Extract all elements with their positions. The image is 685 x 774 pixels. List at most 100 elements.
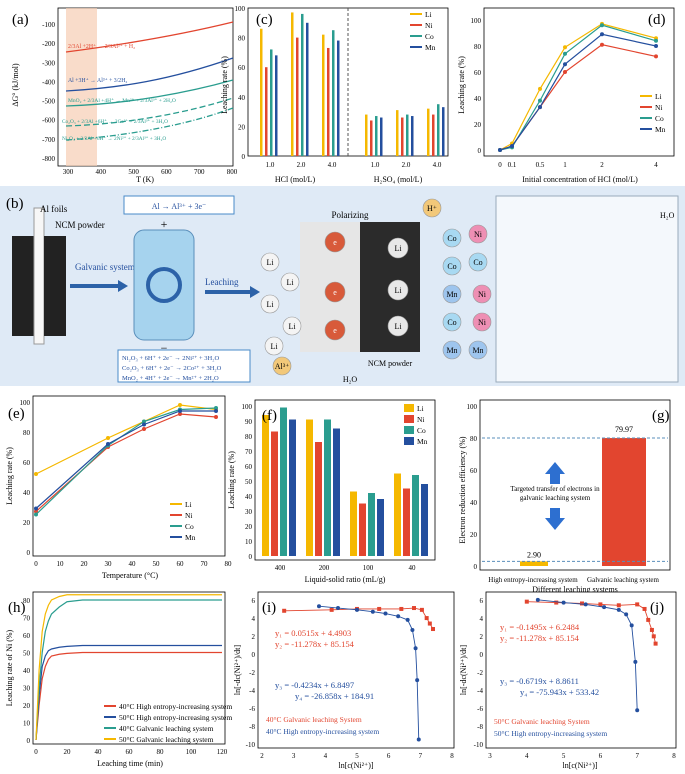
bar-c: [442, 107, 445, 156]
point-d: [538, 105, 542, 110]
panel-e-ylabel: Leaching rate (%): [5, 447, 14, 505]
panel-a-xlabel: T (K): [136, 175, 154, 184]
panel-c-ytick: 0: [242, 153, 246, 161]
panel-i-ytick: 4: [252, 615, 256, 623]
point-e: [106, 442, 110, 446]
ni-ion: [472, 284, 492, 304]
panel-a-ytick: -400: [42, 78, 55, 86]
legend-label: Mn: [185, 533, 196, 542]
panel-e-ytick: 40: [23, 489, 31, 497]
panel-f-xtick: 40: [409, 564, 417, 572]
point-e: [214, 406, 218, 410]
panel-i-eq1: y₁ = 0.0515x + 4.4903: [275, 628, 351, 638]
panel-a-eq4: Co₂O₃ + 2/3Al +6H⁺ → 2Co²⁺ + 2/3Al³⁺ + 3…: [62, 119, 168, 125]
h2o-inset: H₂O: [660, 211, 675, 220]
panel-e-lines: [34, 403, 218, 517]
legend-label: Ni: [185, 511, 193, 520]
bar-f: [412, 475, 419, 556]
al3-ion-label: Al³⁺: [275, 362, 290, 371]
panel-g-cat2: Galvanic leaching system: [587, 576, 659, 584]
panel-j-eq1: y₁ = -0.1495x + 6.2484: [500, 622, 580, 632]
li-ion-label: Li: [288, 322, 296, 331]
panel-i-yticks: 6 4 2 0 -2 -4 -6 -8 -10: [246, 597, 256, 749]
panel-e-xlabel: Temperature (°C): [102, 571, 159, 580]
bar-f: [262, 415, 269, 556]
panel-e-xtick: 30: [105, 560, 113, 568]
panel-i-ytick: -10: [246, 741, 256, 749]
panel-c-bars: [260, 12, 445, 157]
panel-f-xlabel: Liquid-solid ratio (mL/g): [305, 575, 386, 584]
point-e: [34, 506, 38, 511]
panel-d-xtick: 0: [498, 161, 502, 169]
panel-a-ylabel: ΔG° (kJ/mol): [11, 63, 20, 107]
panel-h-ytick: 50: [23, 650, 31, 658]
eq-co: Co₂O₃ + 6H⁺ + 2e⁻ → 2Co²⁺ + 3H₂O: [122, 365, 222, 372]
mn-ion-label: Mn: [472, 346, 483, 355]
bar-c: [332, 30, 335, 157]
ni-ion: [472, 312, 492, 332]
panel-c-ylabel: Leaching rate (%): [220, 56, 229, 114]
panel-i-eq3: y₃ = -0.4234x + 6.8497: [275, 680, 354, 690]
panel-c: 100 80 60 40 20 0 1.0 2.0 4.0 1.0 2.0 4.0 (c) Leac…: [220, 5, 449, 184]
ni-ion-label: Ni: [478, 318, 487, 327]
panel-h-xtick: 100: [186, 748, 197, 756]
panel-d-lines: [498, 21, 658, 152]
cycle-icon: [146, 267, 182, 303]
leaching-label: Leaching: [205, 277, 239, 287]
panel-j: 6 4 2 0 -2 -4 -6 -8 -10 3 4 5 6 7 8 (j) ln[-dc(Ni²⁺)/…: [459, 591, 677, 770]
panel-g-annotation-2: galvanic leaching system: [520, 494, 591, 502]
mn-ion-label: Mn: [446, 290, 457, 299]
legend-label: 40°C Galvanic leaching system: [119, 724, 214, 733]
point-e: [178, 409, 182, 413]
panel-g-ylabel: Electron reduction efficiency (%): [458, 436, 467, 543]
panel-g-chart: 2.90 79.97: [482, 425, 668, 566]
polarizing-label: Polarizing: [332, 210, 369, 220]
li-ion: [282, 316, 302, 336]
point-d: [654, 38, 658, 43]
legend-label: 50°C Galvanic leaching system: [119, 735, 214, 744]
arrow-galvanic-head: [118, 280, 128, 292]
mn-ion: [442, 340, 462, 360]
point-e: [34, 509, 38, 514]
panel-b: (b) Al foils NCM powder Galvanic system …: [0, 186, 685, 386]
panel-c-yticks: 100 80 60 40 20 0: [235, 5, 246, 161]
legend-swatch: [404, 404, 414, 412]
point-d: [600, 42, 604, 47]
point-d: [600, 23, 604, 28]
li-in-ncm-label: Li: [394, 244, 402, 253]
bar-f: [333, 428, 340, 556]
panel-i-eq4: y₄ = -26.858x + 184.91: [295, 691, 374, 701]
point-e: [142, 422, 146, 427]
line-d: [499, 23, 657, 151]
h2o-label: H₂O: [343, 375, 358, 384]
panel-c-xtick: 4.0: [328, 161, 337, 169]
panel-j-ytick: 0: [480, 651, 484, 659]
panel-g-annotation-1: Targeted transfer of electrons in: [510, 485, 600, 493]
panel-g-arrow-down: [545, 508, 565, 530]
li-ion-label: Li: [266, 258, 274, 267]
panel-a-xtick: 700: [194, 168, 205, 176]
legend-label: Li: [185, 500, 192, 509]
electron: [324, 319, 346, 341]
panel-e-xtick: 20: [81, 560, 89, 568]
panel-i-ytick: 2: [252, 633, 256, 641]
panel-a: (a) 2/3Al +2H⁺ → 2/3Al³⁺ + H₂ Al +3H⁺ → …: [11, 7, 238, 184]
panel-h-letter: (h): [8, 600, 26, 616]
panel-c-xtick: 1.0: [371, 161, 380, 169]
electron: [324, 231, 346, 253]
panel-e-xtick: 0: [34, 560, 38, 568]
ncm-powder-label: NCM powder: [55, 220, 105, 230]
li-ion-label: Li: [286, 278, 294, 287]
bar-c: [265, 67, 268, 156]
panel-a-xtick: 300: [63, 168, 74, 176]
panel-a-line-mno2: [65, 79, 234, 107]
panel-f-ytick: 90: [245, 418, 253, 426]
legend-label: Li: [425, 10, 432, 19]
panel-h-ytick: 30: [23, 685, 31, 693]
panel-e-legend: Li Ni Co Mn: [170, 500, 196, 542]
li-ion: [280, 272, 300, 292]
point-e: [214, 415, 218, 419]
point-d: [563, 62, 567, 67]
li-in-ncm-label: Li: [394, 286, 402, 295]
